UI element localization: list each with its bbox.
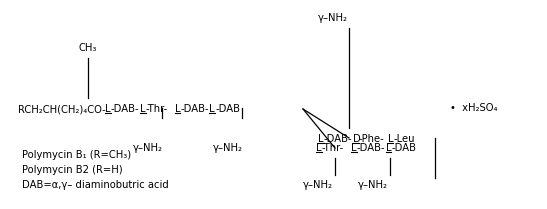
Text: RCH₂CH(CH₂)₄CO-: RCH₂CH(CH₂)₄CO- xyxy=(18,104,106,114)
Text: -Thr-: -Thr- xyxy=(146,104,168,114)
Text: L: L xyxy=(388,134,393,144)
Text: DAB=α,γ– diaminobutric acid: DAB=α,γ– diaminobutric acid xyxy=(22,180,169,190)
Text: γ–NH₂: γ–NH₂ xyxy=(133,143,163,153)
Text: D: D xyxy=(353,134,360,144)
Text: L: L xyxy=(351,143,356,153)
Text: Polymycin B2 (R=H): Polymycin B2 (R=H) xyxy=(22,165,123,175)
Text: L: L xyxy=(174,104,180,114)
Text: -DAB: -DAB xyxy=(392,143,416,153)
Text: -DAB-: -DAB- xyxy=(357,143,385,153)
Text: γ–NH₂: γ–NH₂ xyxy=(213,143,243,153)
Text: •  xH₂SO₄: • xH₂SO₄ xyxy=(450,103,498,113)
Text: Polymycin B₁ (R=CH₃): Polymycin B₁ (R=CH₃) xyxy=(22,150,131,160)
Text: -Thr-: -Thr- xyxy=(322,143,344,153)
Text: γ–NH₂: γ–NH₂ xyxy=(318,13,348,23)
Text: -DAB: -DAB xyxy=(215,104,240,114)
Text: -DAB-: -DAB- xyxy=(324,134,352,144)
Text: L: L xyxy=(318,134,323,144)
Text: CH₃: CH₃ xyxy=(79,43,97,53)
Text: -DAB-: -DAB- xyxy=(181,104,209,114)
Text: L: L xyxy=(316,143,322,153)
Text: -Phe-: -Phe- xyxy=(359,134,385,144)
Text: L: L xyxy=(386,143,391,153)
Text: -Leu: -Leu xyxy=(393,134,415,144)
Text: γ–NH₂: γ–NH₂ xyxy=(358,180,388,190)
Text: -DAB-: -DAB- xyxy=(111,104,139,114)
Text: L: L xyxy=(210,104,215,114)
Text: L: L xyxy=(140,104,146,114)
Text: L: L xyxy=(105,104,110,114)
Text: γ–NH₂: γ–NH₂ xyxy=(303,180,333,190)
